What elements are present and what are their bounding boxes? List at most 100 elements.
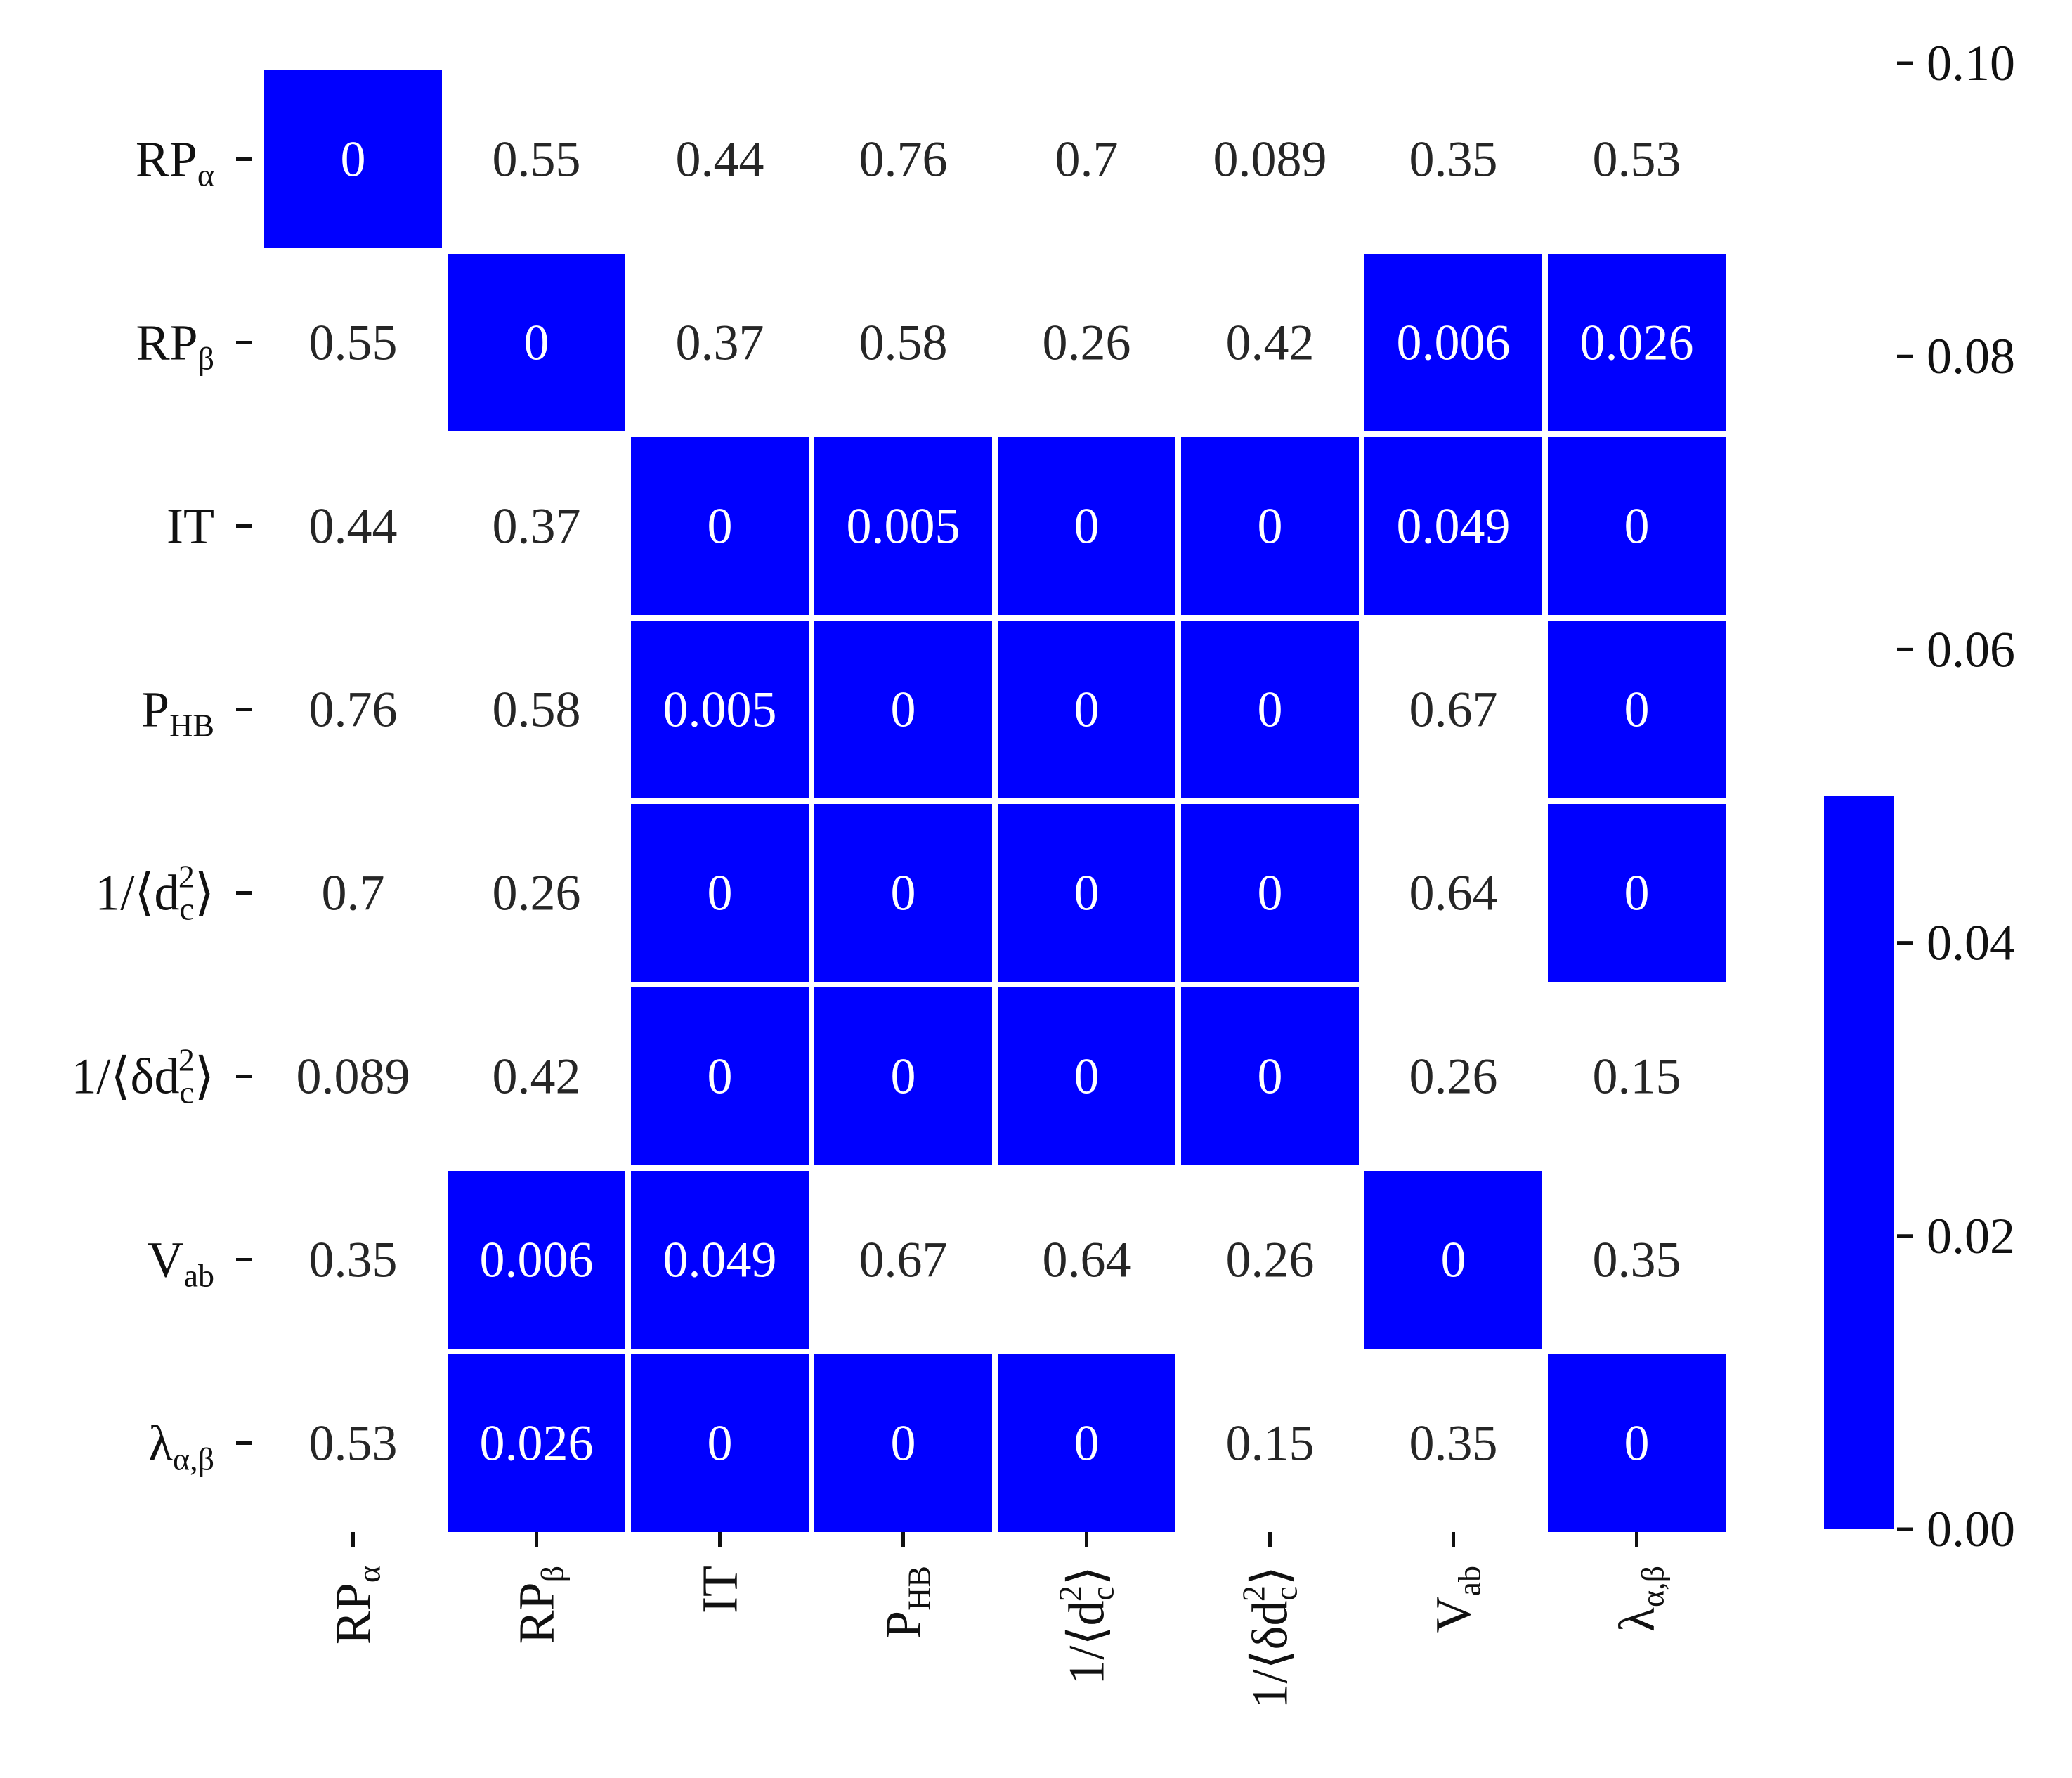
heatmap-cell-value: 0 [1624,865,1650,921]
heatmap-cell-value: 0 [1441,1232,1466,1288]
row-label-x: λα,β [148,1415,214,1477]
heatmap-cell: 0 [631,804,809,982]
heatmap-cell-value: 0.42 [1226,315,1315,371]
heatmap-cell-value: 0.005 [847,498,960,554]
heatmap-cell-fill [448,254,625,431]
heatmap-cell-fill [631,804,809,982]
heatmap-cell: 0.76 [309,682,398,738]
heatmap-cell-value: 0.26 [1043,315,1131,371]
heatmap-cell: 0 [1548,437,1726,615]
heatmap-cell-value: 0 [708,498,733,554]
heatmap-cell-value: 0.089 [1213,131,1327,188]
heatmap-cell-fill [1548,254,1726,431]
heatmap-cell: 0 [814,804,992,982]
heatmap-cell: 0.089 [1213,131,1327,188]
heatmap-cell: 0 [1181,621,1359,798]
heatmap-cell-fill [1181,804,1359,982]
column-label-rp: RPβ [509,1566,571,1644]
heatmap-cell-value: 0.35 [1409,131,1498,188]
heatmap-cell: 0.53 [309,1415,398,1472]
heatmap-cell-value: 0.26 [1409,1049,1498,1105]
heatmap-cell: 0 [998,621,1175,798]
heatmap-cell-value: 0.15 [1226,1415,1315,1472]
heatmap-cell-value: 0 [1074,682,1100,738]
heatmap-cell-fill [1548,804,1726,982]
heatmap-cell: 0.64 [1043,1232,1131,1288]
heatmap-cell-fill [264,70,442,248]
row-label-it: IT [167,498,214,554]
heatmap-cell-value: 0 [708,865,733,921]
heatmap-cell-value: 0.44 [309,498,398,554]
heatmap-cell: 0 [631,987,809,1165]
heatmap-cell-fill [631,437,809,615]
heatmap-cell-value: 0.7 [322,865,385,921]
colorbar-fill [1824,796,1894,1529]
heatmap-cell-value: 0 [1258,1049,1283,1105]
heatmap-cell: 0.006 [448,1171,625,1349]
row-label-1-d-c-2: 1/⟨δdc2⟩ [71,1042,214,1110]
heatmap-cell-value: 0.37 [493,498,581,554]
heatmap-cell-value: 0.37 [676,315,764,371]
heatmap-cell: 0.53 [1593,131,1681,188]
heatmap-cell-fill [631,621,809,798]
heatmap-cell-fill [1364,1171,1542,1349]
heatmap-cell-value: 0.35 [1409,1415,1498,1472]
heatmap-cell: 0.089 [297,1049,410,1105]
heatmap-cell-value: 0.26 [1226,1232,1315,1288]
colorbar-tick-label: 0.10 [1927,35,2015,91]
heatmap-cell-value: 0 [891,1415,916,1472]
heatmap-cell: 0.76 [859,131,948,188]
heatmap-cell-value: 0 [1258,682,1283,738]
heatmap-cell: 0.26 [1226,1232,1315,1288]
heatmap-cell-fill [814,987,992,1165]
heatmap-cell-value: 0.006 [1397,315,1511,371]
heatmap-cell: 0.35 [1409,1415,1498,1472]
heatmap-cell: 0.026 [448,1354,625,1532]
heatmap-cell-value: 0 [1258,865,1283,921]
heatmap-cell: 0 [998,804,1175,982]
heatmap-cell: 0.006 [1364,254,1542,431]
heatmap-cell: 0.67 [859,1232,948,1288]
heatmap-cell-value: 0 [341,131,366,188]
colorbar-tick-label: 0.00 [1927,1501,2015,1557]
heatmap-cell-value: 0.55 [309,315,398,371]
heatmap-cell: 0.15 [1593,1049,1681,1105]
heatmap-cell: 0.049 [631,1171,809,1349]
heatmap-cell-value: 0 [708,1049,733,1105]
heatmap-cell: 0 [1181,437,1359,615]
heatmap-cell: 0 [998,1354,1175,1532]
column-label-p-hb: PHB [875,1566,937,1639]
heatmap-cell-value: 0.026 [1580,315,1694,371]
heatmap-cell-fill [998,804,1175,982]
heatmap-cell-value: 0.53 [1593,131,1681,188]
heatmap-cell-fill [1181,621,1359,798]
row-label-1-d-c-2: 1/⟨dc2⟩ [95,859,214,927]
heatmap-cell: 0.7 [1055,131,1119,188]
heatmap-cell-value: 0 [1624,682,1650,738]
heatmap-cell-value: 0.53 [309,1415,398,1472]
heatmap-cell: 0 [1364,1171,1542,1349]
heatmap-cell: 0 [1548,621,1726,798]
heatmap-cell-value: 0.64 [1043,1232,1131,1288]
column-label-1-d-c-2: 1/⟨dc2⟩ [1053,1566,1121,1685]
heatmap-cell-fill [631,1354,809,1532]
heatmap-cell-value: 0.76 [309,682,398,738]
heatmap-cell: 0.049 [1364,437,1542,615]
heatmap-cell: 0 [631,437,809,615]
heatmap-cell: 0 [814,987,992,1165]
heatmap-cell: 0.26 [1043,315,1131,371]
heatmap-cell: 0 [814,621,992,798]
heatmap-cell: 0 [1548,1354,1726,1532]
heatmap-cell: 0.37 [676,315,764,371]
heatmap-cell-fill [998,621,1175,798]
heatmap-cell-value: 0 [708,1415,733,1472]
heatmap-cell-fill [1548,1354,1726,1532]
heatmap-cell-fill [814,804,992,982]
heatmap-cell-value: 0.049 [1397,498,1511,554]
heatmap-cell-value: 0.67 [859,1232,948,1288]
heatmap-cell: 0 [814,1354,992,1532]
column-label-x: λα,β [1609,1566,1671,1632]
heatmap-cell: 0 [998,987,1175,1165]
heatmap-cell-fill [814,1354,992,1532]
heatmap-cell: 0.005 [814,437,992,615]
